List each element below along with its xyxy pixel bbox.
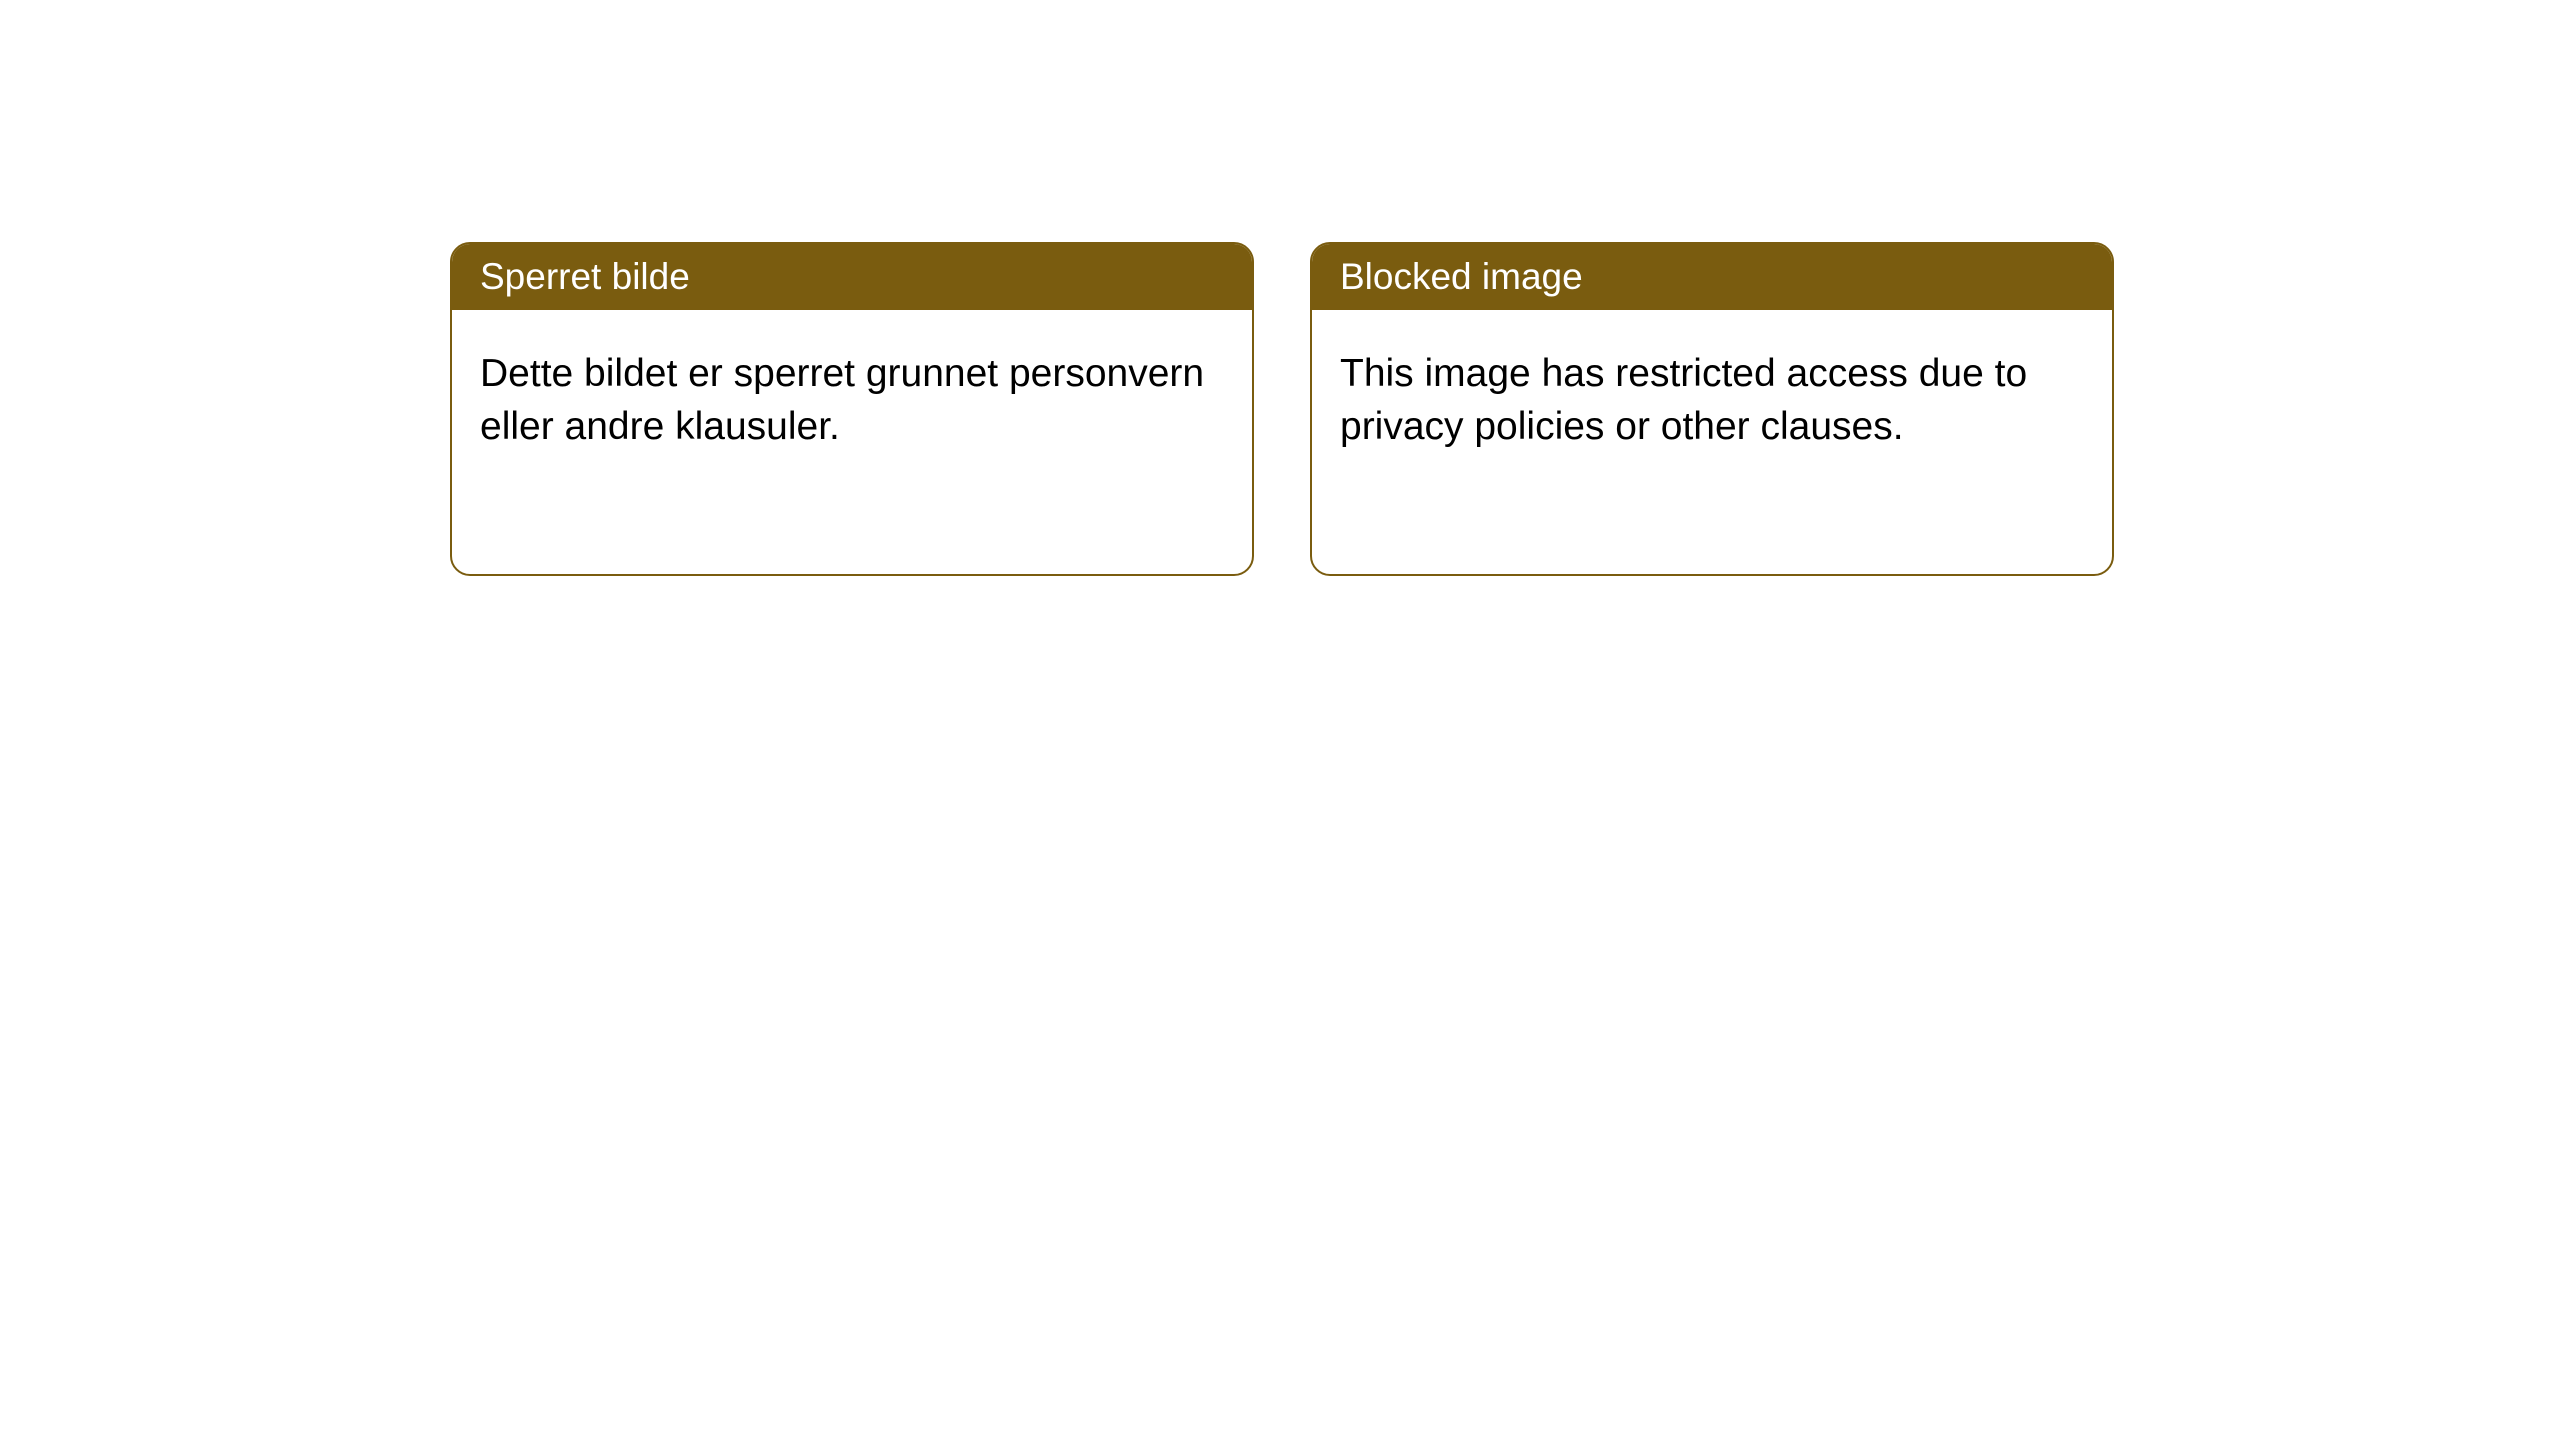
card-title: Sperret bilde bbox=[480, 256, 690, 297]
card-title: Blocked image bbox=[1340, 256, 1583, 297]
card-body: This image has restricted access due to … bbox=[1312, 310, 2112, 491]
card-text: Dette bildet er sperret grunnet personve… bbox=[480, 352, 1204, 448]
card-header: Blocked image bbox=[1312, 244, 2112, 310]
notice-card-english: Blocked image This image has restricted … bbox=[1310, 242, 2114, 576]
card-body: Dette bildet er sperret grunnet personve… bbox=[452, 310, 1252, 491]
card-header: Sperret bilde bbox=[452, 244, 1252, 310]
card-text: This image has restricted access due to … bbox=[1340, 352, 2027, 448]
notice-card-norwegian: Sperret bilde Dette bildet er sperret gr… bbox=[450, 242, 1254, 576]
notice-cards-container: Sperret bilde Dette bildet er sperret gr… bbox=[450, 242, 2114, 576]
